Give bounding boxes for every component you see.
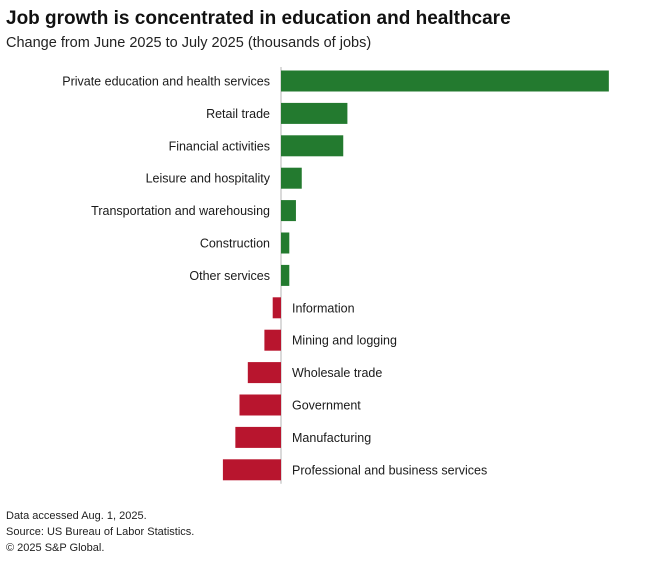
bar-manufacturing bbox=[235, 426, 281, 448]
category-label-private-education-and-health-services: Private education and health services bbox=[62, 75, 270, 89]
bar-leisure-and-hospitality bbox=[281, 167, 302, 189]
category-label-mining-and-logging: Mining and logging bbox=[292, 334, 397, 348]
category-label-manufacturing: Manufacturing bbox=[292, 431, 371, 445]
category-label-financial-activities: Financial activities bbox=[169, 139, 270, 153]
bar-information bbox=[272, 297, 281, 319]
bar-chart: Private education and health services Ret… bbox=[62, 67, 609, 484]
bar-professional-and-business-services bbox=[222, 459, 281, 481]
bar-mining-and-logging bbox=[264, 329, 281, 351]
bar-other-services bbox=[281, 264, 290, 286]
footer-copyright: © 2025 S&P Global. bbox=[6, 542, 105, 554]
bar-transportation-and-warehousing bbox=[281, 200, 296, 222]
category-label-government: Government bbox=[292, 399, 361, 413]
bar-wholesale-trade bbox=[247, 362, 281, 384]
category-label-professional-and-business-services: Professional and business services bbox=[292, 463, 487, 477]
category-label-construction: Construction bbox=[200, 237, 270, 251]
category-label-wholesale-trade: Wholesale trade bbox=[292, 366, 382, 380]
bar-financial-activities bbox=[281, 135, 344, 157]
chart-subtitle: Change from June 2025 to July 2025 (thou… bbox=[6, 35, 372, 51]
chart-title: Job growth is concentrated in education … bbox=[6, 8, 511, 29]
bar-government bbox=[239, 394, 281, 416]
category-label-other-services: Other services bbox=[189, 269, 270, 283]
category-label-leisure-and-hospitality: Leisure and hospitality bbox=[146, 172, 271, 186]
category-label-retail-trade: Retail trade bbox=[206, 107, 270, 121]
footer-notes: Data accessed Aug. 1, 2025. Source: US B… bbox=[6, 508, 194, 556]
footer-data-accessed: Data accessed Aug. 1, 2025. bbox=[6, 510, 147, 522]
category-label-information: Information bbox=[292, 301, 355, 315]
footer-source: Source: US Bureau of Labor Statistics. bbox=[6, 526, 195, 538]
bar-retail-trade bbox=[281, 102, 348, 124]
category-label-transportation-and-warehousing: Transportation and warehousing bbox=[91, 204, 270, 218]
bar-construction bbox=[281, 232, 290, 254]
bar-private-education-and-health-services bbox=[281, 70, 609, 92]
